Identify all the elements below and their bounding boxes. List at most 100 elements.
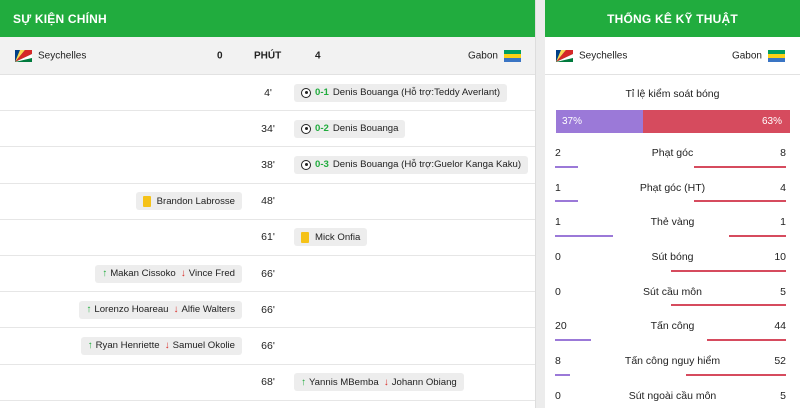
stat-label: Phạt góc [651,147,694,159]
player-name: Brandon Labrosse [156,195,235,207]
event-chip[interactable]: 0-2 Denis Bouanga [294,119,406,138]
stat-row: 0 Sút cầu môn 5 [545,276,800,311]
seychelles-flag-icon [15,49,32,62]
event-row: 38' 0-3 Denis Bouanga (Hỗ trợ:Guelor Kanga… [0,147,535,184]
event-minute: 61' [261,231,275,244]
soccer-ball-icon [301,123,311,134]
stat-away-bar [671,304,786,307]
player-name: Mick Onfia [315,231,361,243]
event-chip[interactable]: 0-3 Denis Bouanga (Hỗ trợ:Guelor Kanga Ka… [294,155,529,174]
stat-row: 0 Sút ngoài cầu môn 5 [545,380,800,408]
arrow-down-icon: ↓ [173,304,179,316]
stat-home-value: 0 [555,251,561,264]
stat-away-bar [671,269,786,272]
player-in-name: Ryan Henriette [95,340,160,352]
goal-score: 0-3 [315,159,329,171]
goal-score: 0-2 [315,123,329,135]
gabon-flag-icon [768,49,785,62]
player-in-name: Makan Cissoko [110,268,176,280]
event-chip[interactable]: ↑ Makan Cissoko ↓ Vince Fred [95,264,242,283]
stat-home-value: 0 [555,285,561,298]
arrow-down-icon: ↓ [383,376,389,388]
stat-home-bar [555,339,591,342]
stat-away-value: 10 [774,251,786,264]
event-minute: 34' [261,122,275,135]
stats-panel-title: THỐNG KÊ KỸ THUẬT [545,0,800,37]
event-minute: 68' [261,376,275,389]
stat-home-bar [555,373,571,376]
stat-home-bar [555,165,578,168]
event-minute: 48' [261,195,275,208]
possession-away: 63% [642,110,790,133]
stat-home-value: 2 [555,147,561,159]
stat-away-bar [728,235,786,238]
possession-label: Tỉ lệ kiểm soát bóng [625,88,720,100]
stat-away-value: 4 [780,181,786,194]
home-team-name: Seychelles [38,50,87,61]
away-team-name: Gabon [467,50,498,61]
stats-teams-row: Seychelles Gabon [545,37,800,75]
possession-home: 37% [556,110,643,133]
events-panel-title: SỰ KIỆN CHÍNH [0,0,535,37]
event-chip[interactable]: ↑ Lorenzo Hoareau ↓ Alfie Walters [79,300,242,319]
stat-away-bar [706,339,786,342]
stat-label: Thẻ vàng [650,216,695,229]
stat-away-value: 1 [780,216,786,229]
away-score: 4 [315,50,321,61]
stat-away-value: 52 [774,355,786,368]
stat-label: Tấn công [650,320,695,333]
event-chip[interactable]: Mick Onfia [294,228,368,247]
event-minute: 38' [261,158,275,171]
event-minute: 66' [261,339,275,352]
arrow-up-icon: ↑ [301,376,306,388]
stat-home-value: 0 [555,389,561,402]
player-out-name: Samuel Okolie [172,340,235,352]
soccer-ball-icon [301,87,311,98]
event-chip[interactable]: ↑ Yannis MBemba ↓ Johann Obiang [294,373,464,392]
stat-label: Phạt góc (HT) [639,181,706,194]
stats-panel: THỐNG KÊ KỸ THUẬT Seychelles Gabon Tỉ lệ… [545,0,800,408]
event-row: 68' ↑ Yannis MBemba ↓ Johann Obiang [0,365,535,401]
stat-label: Sút bóng [651,251,694,264]
stat-label: Sút cầu môn [643,285,702,298]
yellow-card-icon [301,231,309,243]
stat-home-value: 20 [555,320,567,333]
arrow-up-icon: ↑ [102,268,108,280]
stat-home-value: 8 [555,355,561,368]
stat-away-value: 44 [774,320,786,333]
stat-label: Tấn công nguy hiểm [624,355,721,368]
event-minute: 66' [261,267,275,280]
event-chip[interactable]: 0-1 Denis Bouanga (Hỗ trợ:Teddy Averlant) [294,83,508,102]
event-row: 48' Brandon Labrosse [0,184,535,220]
stat-row: 8 Tấn công nguy hiểm 52 [545,345,800,380]
player-out-name: Alfie Walters [181,304,236,316]
stat-home-bar [555,235,613,238]
event-chip[interactable]: ↑ Ryan Henriette ↓ Samuel Okolie [80,336,242,355]
player-in-name: Yannis MBemba [309,376,379,388]
minute-header: PHÚT [254,50,282,61]
stat-home-bar [555,200,578,203]
scorer-name: Denis Bouanga (Hỗ trợ:Guelor Kanga Kaku) [332,159,522,171]
events-panel: SỰ KIỆN CHÍNH Seychelles 0 PHÚT 4 Gabon … [0,0,536,408]
gabon-flag-icon [504,49,521,62]
home-score: 0 [217,50,223,61]
stat-away-bar [686,373,786,376]
stat-row: 1 Thẻ vàng 1 [545,206,800,241]
event-row: 66' ↑ Ryan Henriette ↓ Samuel Okolie [0,328,535,365]
stat-away-value: 5 [780,285,786,298]
event-chip[interactable]: Brandon Labrosse [135,192,242,211]
soccer-ball-icon [301,159,311,170]
event-row: 4' 0-1 Denis Bouanga (Hỗ trợ:Teddy Averlan… [0,75,535,112]
stat-row: 2 Phạt góc 8 [545,137,800,172]
event-minute: 4' [264,86,272,99]
arrow-down-icon: ↓ [164,340,170,352]
events-list: 4' 0-1 Denis Bouanga (Hỗ trợ:Teddy Averlan… [0,75,535,401]
event-row: 66' ↑ Makan Cissoko ↓ Vince Fred [0,256,535,293]
seychelles-flag-icon [556,49,573,62]
scorer-name: Denis Bouanga (Hỗ trợ:Teddy Averlant) [332,87,501,99]
stat-label: Sút ngoài cầu môn [628,389,717,402]
event-row: 66' ↑ Lorenzo Hoareau ↓ Alfie Walters [0,292,535,329]
stat-row: 1 Phạt góc (HT) 4 [545,172,800,207]
stat-row: 0 Sút bóng 10 [545,241,800,276]
yellow-card-icon [142,195,151,207]
